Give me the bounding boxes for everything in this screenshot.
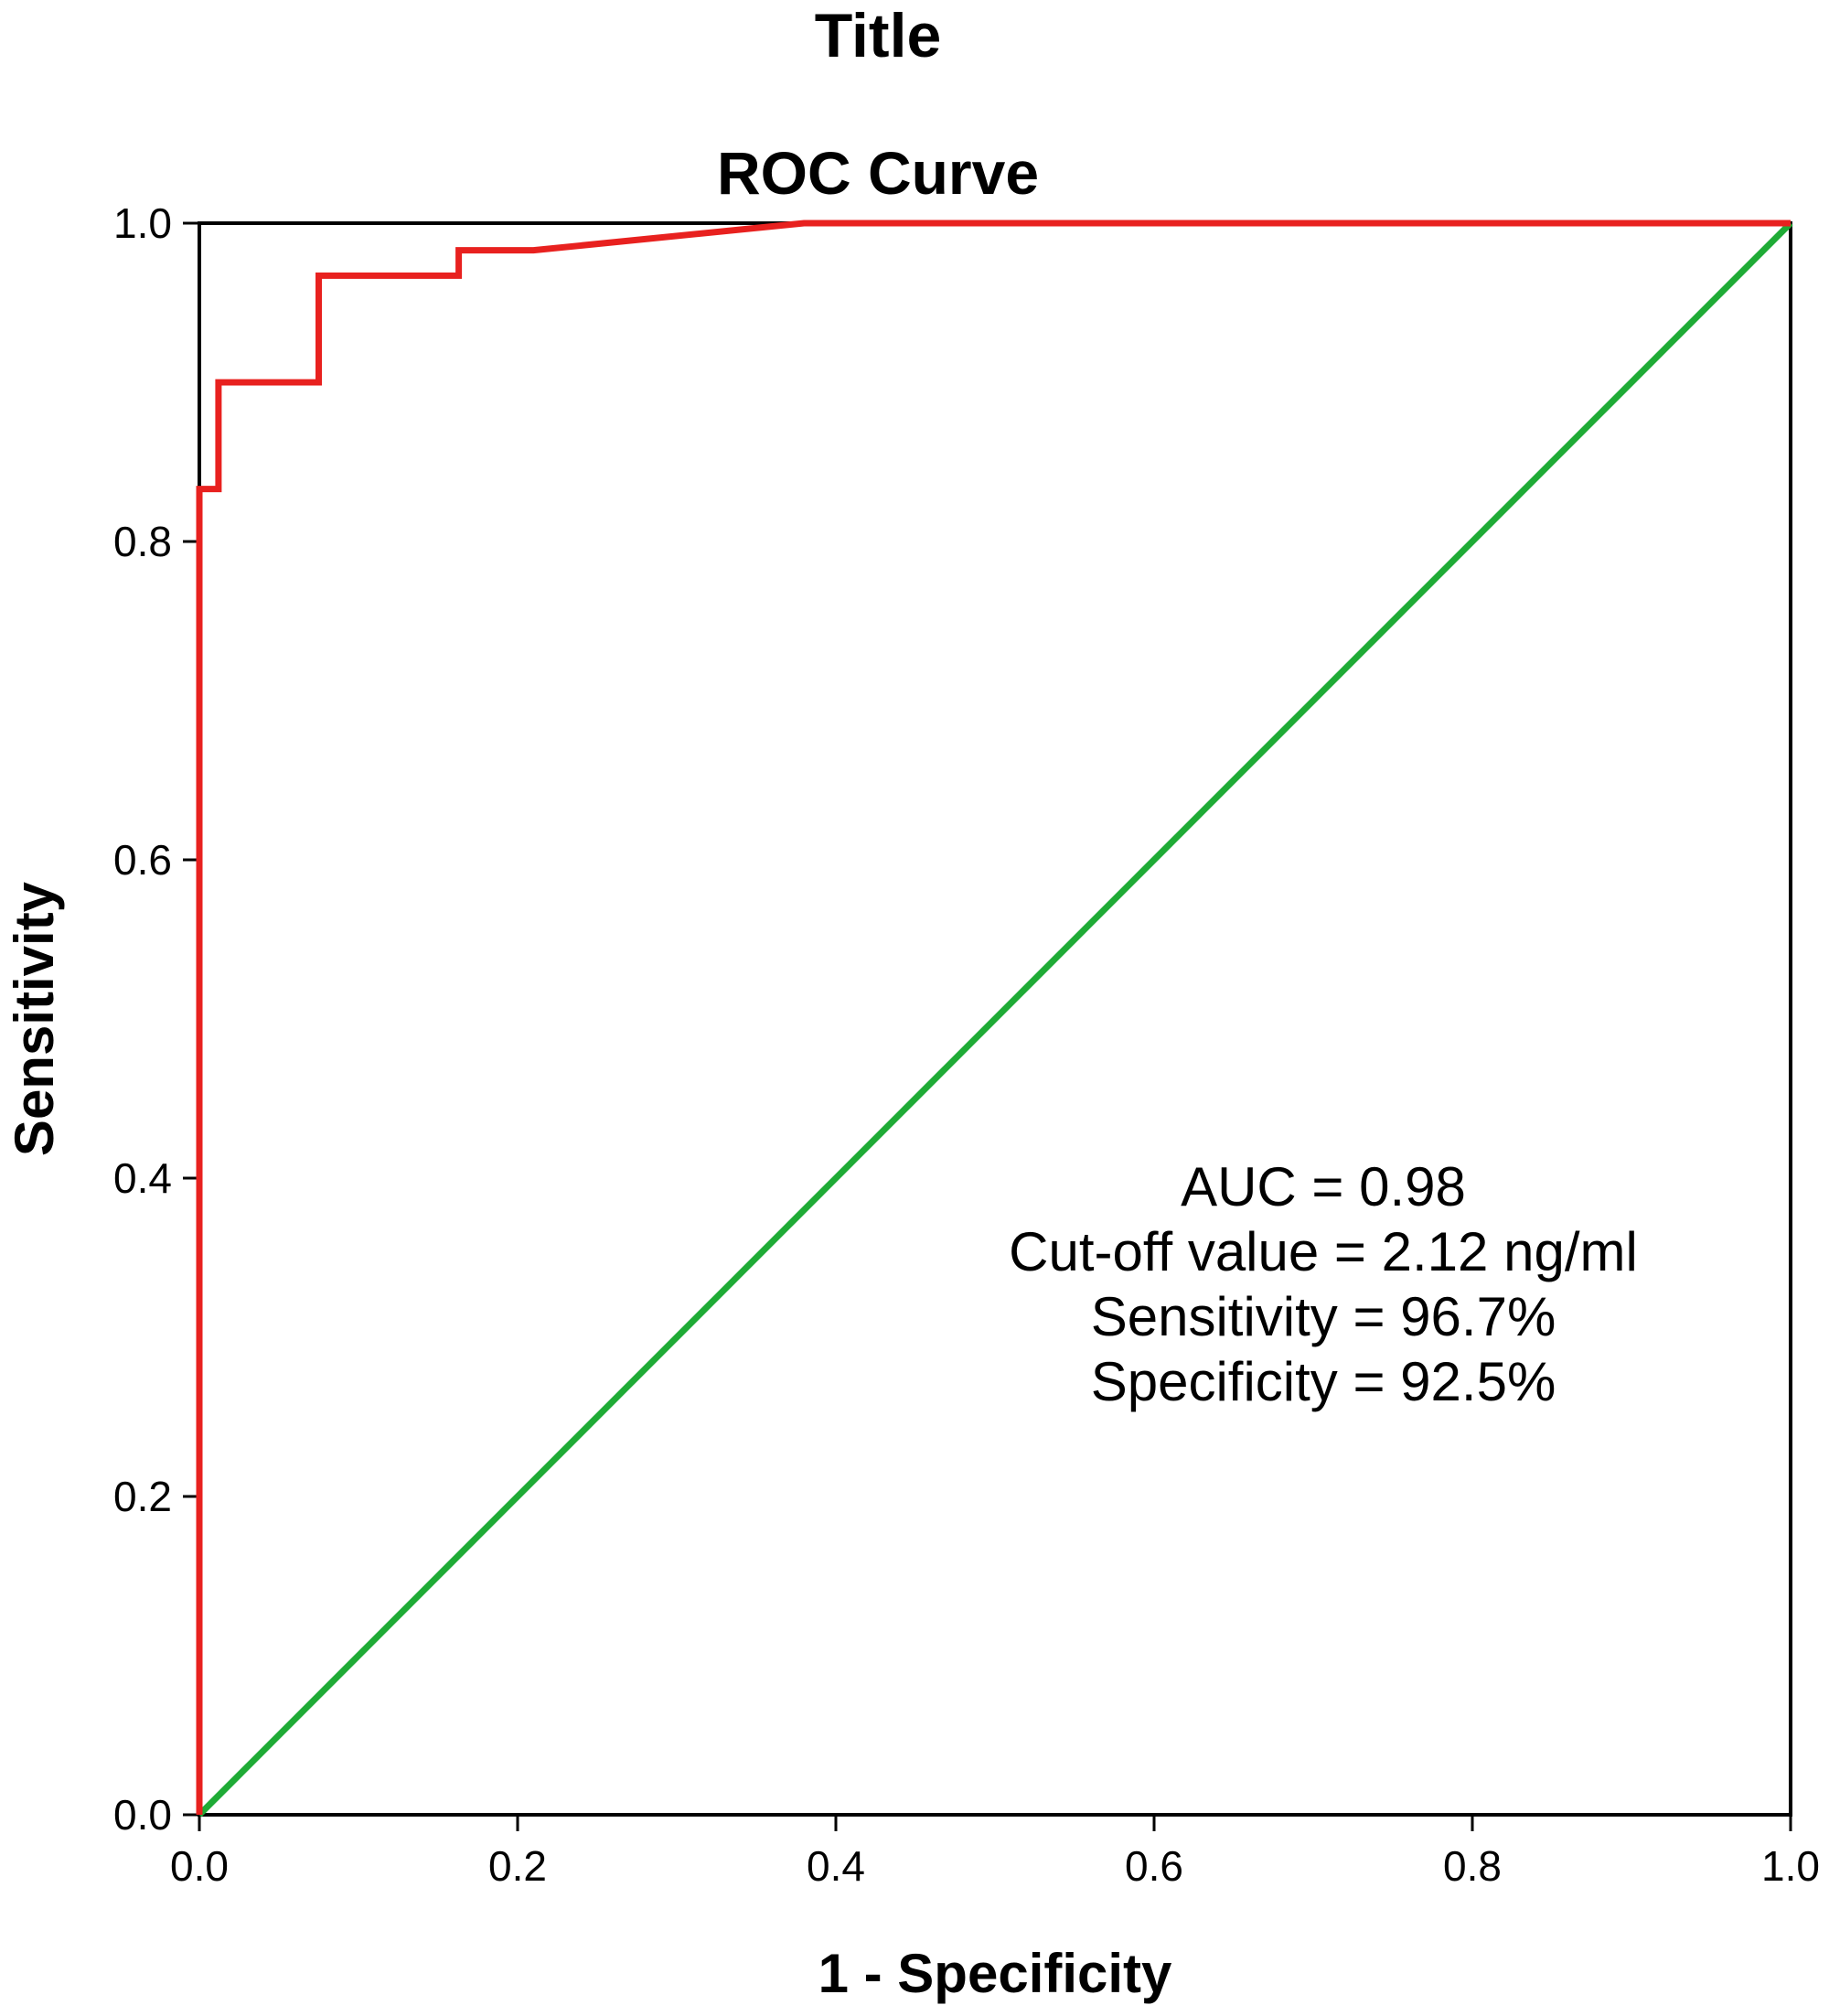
annotation-line: AUC = 0.98 [1181, 1156, 1466, 1217]
x-axis-label: 1 - Specificity [818, 1943, 1172, 2004]
y-tick-label: 1.0 [113, 199, 172, 247]
annotation-line: Specificity = 92.5% [1091, 1351, 1556, 1412]
x-tick-label: 0.0 [170, 1842, 229, 1890]
x-tick-label: 0.4 [807, 1842, 865, 1890]
series-layer [196, 220, 1793, 1818]
y-tick-label: 0.0 [113, 1791, 172, 1839]
y-tick-label: 0.8 [113, 518, 172, 565]
y-tick-label: 0.4 [113, 1154, 172, 1202]
y-axis-ticks: 0.0 0.2 0.4 0.6 0.8 1.0 [113, 199, 199, 1839]
figure-title: Title [815, 1, 942, 70]
annotation-line: Cut-off value = 2.12 ng/ml [1009, 1221, 1638, 1282]
series-line-0 [196, 220, 1791, 1815]
x-tick-label: 0.6 [1125, 1842, 1183, 1890]
x-tick-label: 0.8 [1443, 1842, 1502, 1890]
series-line-1 [197, 220, 1793, 1818]
x-axis-ticks: 0.0 0.2 0.4 0.6 0.8 1.0 [170, 1815, 1820, 1890]
y-tick-label: 0.2 [113, 1473, 172, 1520]
chart-title: ROC Curve [717, 139, 1039, 207]
y-tick-label: 0.6 [113, 836, 172, 884]
x-tick-label: 1.0 [1761, 1842, 1820, 1890]
annotation-line: Sensitivity = 96.7% [1091, 1286, 1556, 1347]
y-axis-label: Sensitivity [4, 881, 65, 1156]
x-tick-label: 0.2 [488, 1842, 547, 1890]
